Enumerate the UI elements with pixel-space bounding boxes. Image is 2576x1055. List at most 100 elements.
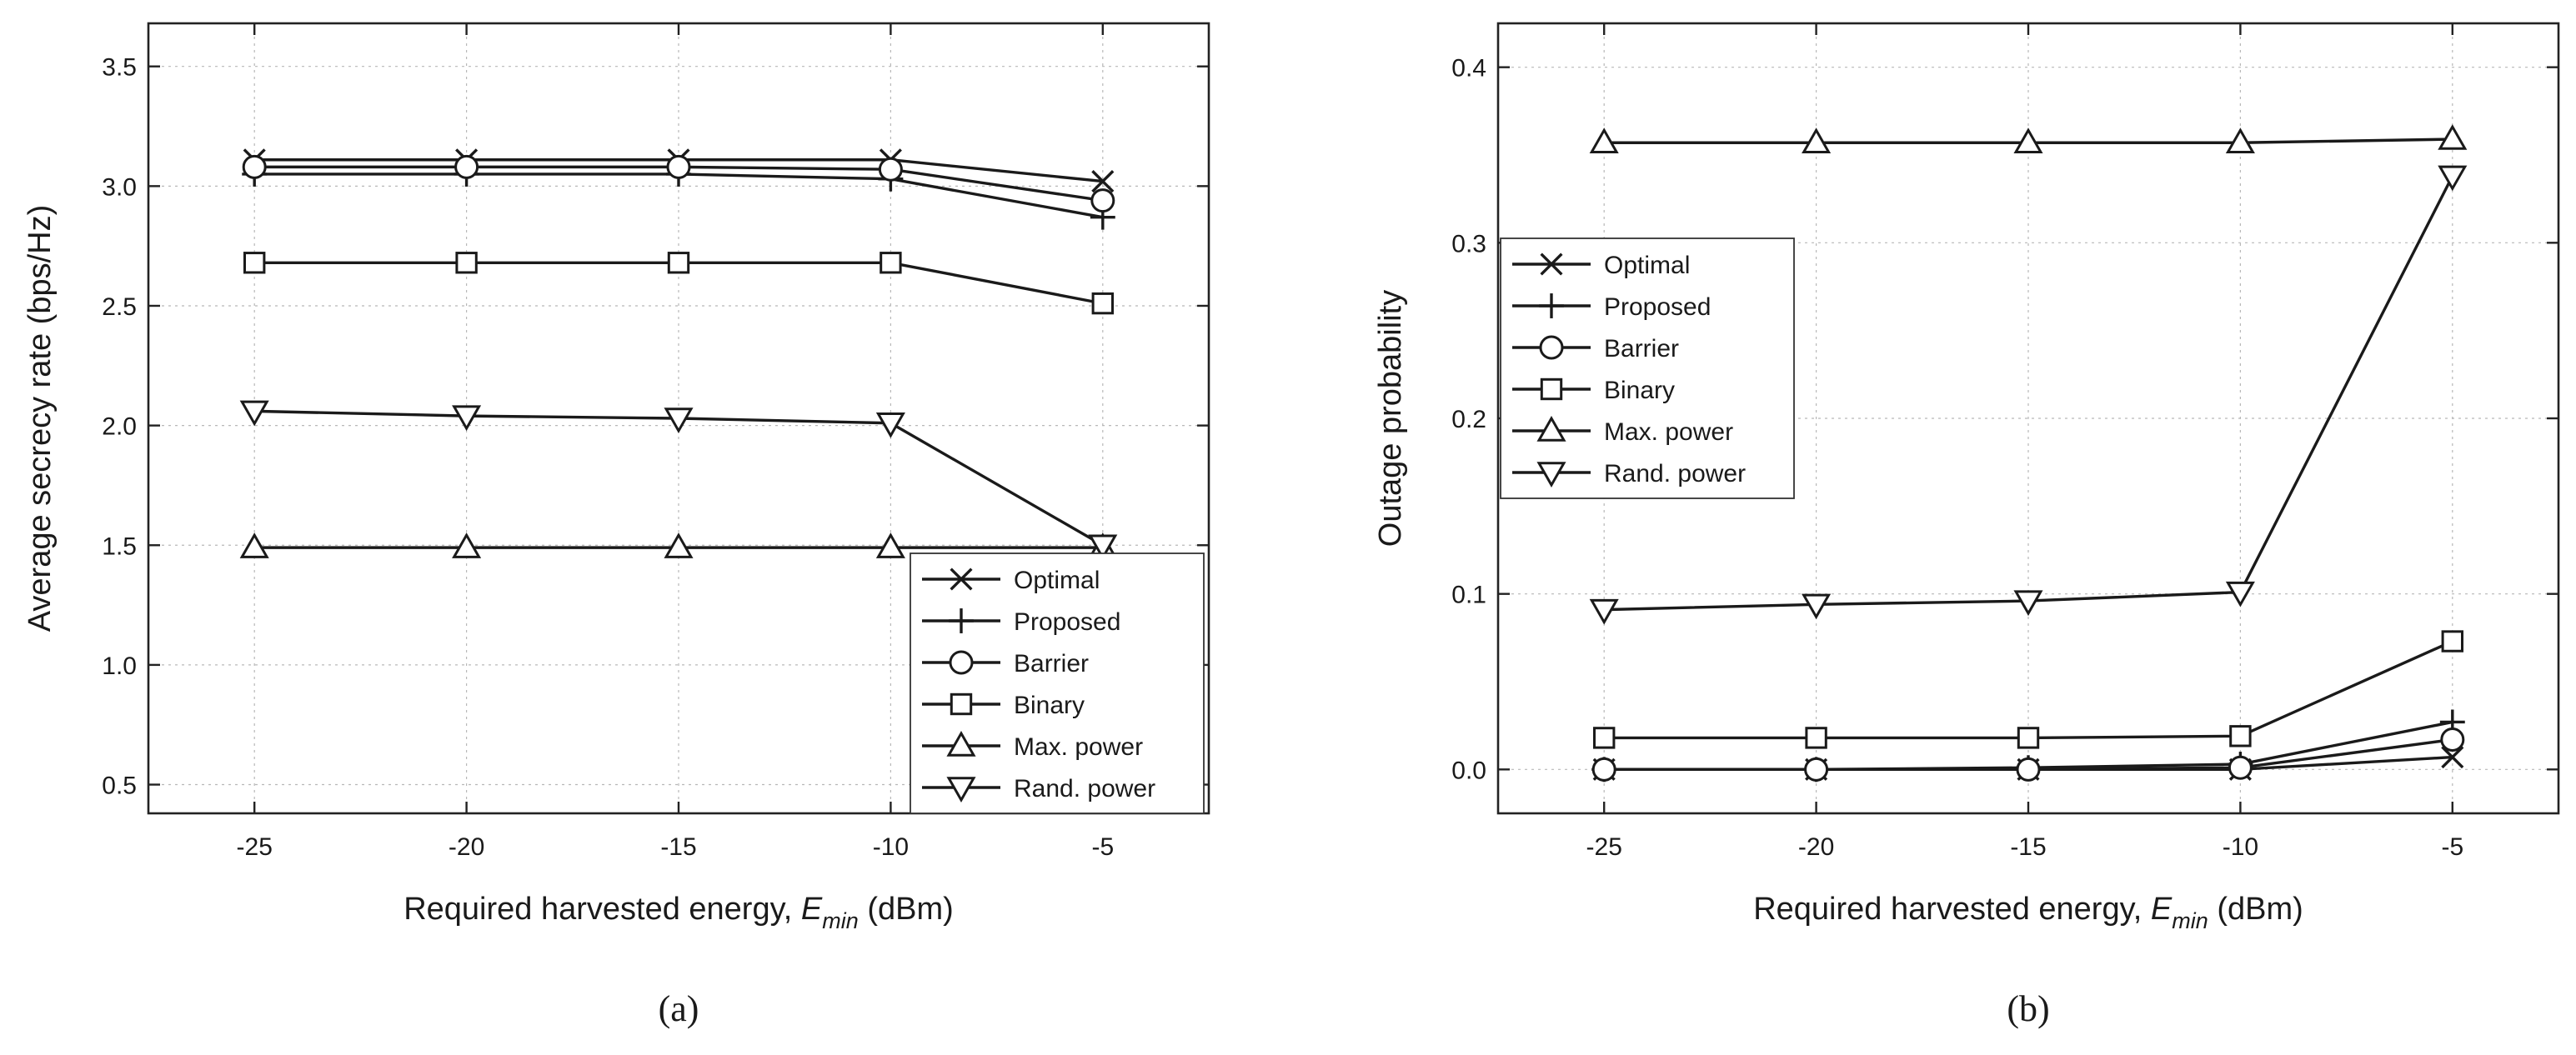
data-point-triangle-shape — [452, 532, 482, 558]
data-point-circle — [666, 154, 691, 179]
data-point-square — [1593, 727, 1616, 749]
data-point-tri-down — [2438, 165, 2468, 192]
data-point-square-shape — [243, 252, 266, 274]
y-axis-ticks: 0.5 1.0 1.5 2.0 2.5 3.0 3.5 — [102, 54, 1209, 800]
data-point-tri-down — [1589, 598, 1619, 625]
data-point-triangle — [452, 532, 482, 558]
legend-item: Binary — [922, 692, 1085, 719]
series-group — [1589, 124, 2468, 782]
data-point-square — [2017, 727, 2040, 749]
data-point-square-shape — [1593, 727, 1616, 749]
x-axis-label: Required harvested energy, Emin (dBm) — [403, 892, 954, 933]
data-point-triangle-shape — [875, 532, 905, 558]
data-point-square-shape — [667, 252, 690, 274]
y-tick-label: 0.3 — [1451, 230, 1486, 258]
data-point-x-stroke-2 — [2441, 746, 2464, 769]
legend-marker-square-shape — [950, 692, 973, 716]
figure-caption: (b) — [2007, 988, 2049, 1029]
data-point-circle-shape — [2016, 757, 2041, 782]
x-tick-label: -15 — [2010, 833, 2046, 861]
data-point-square — [667, 252, 690, 274]
legend-marker-square — [950, 692, 973, 716]
x-tick-label: -25 — [1586, 833, 1622, 861]
x-axis-ticks: -25 -20 -15 -10 -5 — [1586, 23, 2463, 861]
y-tick-label: 2.0 — [102, 413, 137, 441]
legend-marker-tri-down-shape — [1536, 462, 1566, 488]
x-tick-label: -20 — [449, 833, 484, 861]
data-point-square — [2441, 630, 2464, 652]
legend-item: Barrier — [922, 650, 1089, 678]
data-point-tri-down-shape — [2225, 581, 2255, 608]
data-point-circle-shape — [1591, 757, 1616, 782]
x-axis-label-subscript: min — [2172, 908, 2208, 933]
data-point-triangle-shape — [2013, 128, 2043, 153]
legend-marker-plus — [949, 608, 974, 633]
legend-marker-tri-down — [1536, 462, 1566, 488]
legend-marker-circle — [1539, 335, 1564, 360]
y-tick-label: 0.5 — [102, 772, 137, 800]
x-tick-label: -10 — [873, 833, 909, 861]
y-tick-label: 1.5 — [102, 532, 137, 560]
y-tick-label: 0.0 — [1451, 757, 1486, 784]
x-tick-label: -25 — [237, 833, 273, 861]
legend-box — [910, 552, 1205, 814]
data-point-triangle-shape — [1589, 128, 1619, 153]
data-point-square-shape — [1091, 292, 1114, 315]
legend-label: Binary — [1604, 377, 1675, 404]
data-point-square-shape — [2017, 727, 2040, 749]
x-tick-label: -5 — [1091, 833, 1114, 861]
legend-label: Optimal — [1014, 567, 1100, 594]
y-tick-label: 0.1 — [1451, 582, 1486, 609]
x-tick-label: -10 — [2223, 833, 2258, 861]
figure-caption: (a) — [659, 988, 699, 1029]
data-point-x-stroke-2 — [1091, 170, 1115, 193]
data-point-square-shape — [455, 252, 478, 274]
data-point-tri-down — [875, 412, 905, 438]
data-point-tri-down — [1802, 593, 1832, 620]
legend-item: Rand. power — [1512, 460, 1746, 488]
legend-label: Proposed — [1604, 293, 1711, 321]
legend-label: Max. power — [1604, 418, 1733, 446]
data-point-square — [1091, 292, 1114, 315]
legend-item: Optimal — [922, 567, 1100, 594]
data-point-circle — [1090, 188, 1115, 213]
legend-marker-circle-shape — [1539, 335, 1564, 360]
chart-b: -25 -20 -15 -10 -5 0.0 0.1 0.2 0.3 0.4 Outage prob… — [1373, 22, 2560, 1029]
legend-marker-tri-down — [946, 777, 976, 802]
legend-item: Barrier — [1512, 335, 1679, 362]
data-point-square-shape — [2229, 725, 2252, 748]
data-point-tri-down-shape — [2013, 590, 2043, 617]
data-point-triangle-shape — [2225, 128, 2255, 153]
legend-marker-x — [1540, 252, 1563, 276]
legend-item: Proposed — [1512, 293, 1711, 321]
data-point-circle-shape — [1090, 188, 1115, 213]
data-point-tri-down-shape — [452, 405, 482, 432]
y-tick-label: 3.0 — [102, 173, 137, 201]
data-point-circle — [1591, 757, 1616, 782]
data-point-square — [2229, 725, 2252, 748]
data-point-circle — [2228, 755, 2253, 780]
data-point-tri-down-shape — [875, 412, 905, 438]
data-point-triangle — [1802, 128, 1832, 153]
data-point-circle — [1804, 757, 1829, 782]
data-point-square-shape — [1805, 727, 1827, 749]
data-point-triangle — [1589, 128, 1619, 153]
legend-item: Rand. power — [922, 775, 1155, 802]
data-point-circle — [242, 154, 267, 179]
data-point-tri-down-shape — [1589, 598, 1619, 625]
data-point-triangle-shape — [2438, 124, 2468, 150]
data-point-tri-down — [664, 408, 694, 433]
legend-item: Max. power — [922, 731, 1143, 761]
data-point-circle — [454, 154, 479, 179]
legend-label: Max. power — [1014, 733, 1143, 761]
data-point-circle — [2440, 728, 2465, 752]
legend-marker-square — [1540, 378, 1563, 401]
data-point-tri-down — [2013, 590, 2043, 617]
legend-marker-triangle-shape — [946, 731, 976, 757]
legend-label: Proposed — [1014, 608, 1120, 636]
legend-marker-triangle — [1536, 416, 1566, 442]
data-point-tri-down-shape — [239, 400, 269, 427]
data-point-triangle — [2438, 124, 2468, 150]
data-point-circle-shape — [2228, 755, 2253, 780]
series-group — [239, 148, 1118, 561]
